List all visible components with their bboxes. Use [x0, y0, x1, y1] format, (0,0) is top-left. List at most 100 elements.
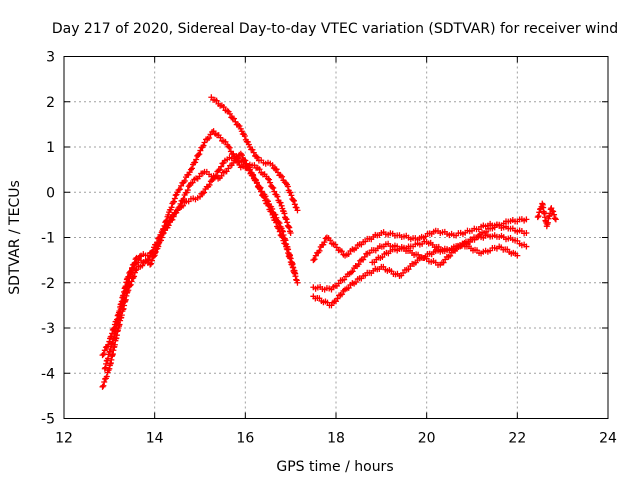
x-tick-label: 16	[236, 431, 254, 447]
data-point-trail	[321, 239, 328, 246]
data-point-trail	[311, 256, 318, 263]
data-point	[552, 216, 559, 223]
data-point-trail	[265, 202, 272, 209]
data-point-trail	[271, 188, 278, 195]
data-point-trail	[189, 179, 196, 186]
y-tick-label: 1	[46, 140, 55, 156]
data-point	[265, 175, 271, 182]
data-point-trail	[286, 224, 293, 231]
data-point	[151, 250, 158, 257]
data-point-trail	[256, 166, 263, 173]
data-point-trail	[195, 151, 202, 158]
data-point-trail	[145, 256, 152, 263]
data-point-trail	[231, 115, 237, 122]
data-point-trail	[188, 165, 195, 172]
data-point-trail	[447, 252, 454, 259]
data-point-trail	[155, 240, 162, 247]
data-point-trail	[440, 259, 447, 266]
data-point	[278, 202, 285, 209]
data-point-trail	[163, 218, 169, 225]
data-point-trail	[135, 256, 142, 263]
y-axis-label: SDTVAR / TECUs	[7, 180, 23, 295]
data-point-trail	[206, 134, 213, 141]
data-point-trail	[176, 204, 183, 211]
data-point-trail	[345, 250, 352, 257]
data-point	[310, 257, 317, 264]
data-point-trail	[285, 223, 292, 230]
data-point	[294, 279, 301, 286]
data-point-trail	[352, 279, 359, 286]
data-point-trail	[287, 255, 294, 262]
data-point-trail	[103, 373, 110, 380]
data-point-trail	[131, 273, 138, 280]
data-point-trail	[270, 184, 277, 191]
data-point	[548, 205, 555, 212]
data-point-trail	[130, 264, 137, 271]
data-point-trail	[175, 187, 182, 194]
data-point-trail	[279, 173, 286, 180]
data-point	[165, 211, 172, 218]
x-tick-label: 12	[55, 431, 73, 447]
data-point-trail	[184, 187, 191, 194]
data-point-trail	[285, 250, 292, 257]
data-point-trail	[268, 208, 275, 215]
data-point-trail	[290, 197, 297, 204]
data-point-trail	[154, 241, 161, 248]
data-point-trail	[148, 257, 155, 264]
data-point-trail	[284, 183, 291, 190]
data-point-trail	[291, 201, 298, 208]
y-tick-label: 2	[46, 95, 55, 111]
data-point-trail	[290, 196, 297, 203]
data-point-trail	[171, 198, 178, 205]
data-point-trail	[169, 216, 176, 223]
data-point-trail	[284, 246, 291, 253]
data-point-trail	[345, 284, 352, 291]
data-point-trail	[185, 183, 192, 190]
data-point-trail	[405, 266, 412, 273]
data-point	[287, 229, 294, 236]
data-point-trail	[262, 197, 269, 204]
data-point-trail	[361, 253, 368, 260]
data-point	[534, 214, 541, 221]
data-point-trail	[153, 246, 160, 253]
data-point-trail	[279, 233, 286, 240]
data-point-trail	[379, 254, 386, 261]
grid	[64, 56, 608, 419]
data-point-trail	[148, 260, 155, 267]
data-point-trail	[181, 177, 188, 184]
data-point-trail	[134, 259, 141, 266]
data-point-trail	[150, 253, 157, 260]
data-point-trail	[218, 163, 225, 170]
data-point-trail	[235, 159, 242, 166]
data-point-trail	[287, 189, 294, 196]
data-point-trail	[277, 199, 284, 206]
y-tick-label: -2	[41, 276, 55, 292]
data-point	[99, 383, 106, 390]
data-point-trail	[226, 144, 233, 151]
y-tick-label: 3	[46, 50, 55, 66]
data-point	[269, 211, 276, 218]
data-point	[523, 229, 530, 236]
data-point-trail	[293, 276, 300, 283]
data-point-trail	[243, 160, 250, 167]
y-tick-label: -1	[41, 231, 55, 247]
y-tick-label: -3	[41, 321, 55, 337]
data-point-trail	[197, 147, 204, 154]
x-tick-label: 18	[327, 431, 345, 447]
data-point-trail	[273, 219, 280, 226]
data-point-trail	[231, 153, 238, 160]
data-point	[255, 184, 262, 191]
x-tick-label: 14	[146, 431, 164, 447]
data-point-trail	[254, 154, 261, 161]
data-point-trail	[250, 149, 257, 156]
data-point-trail	[218, 172, 225, 179]
data-point-trail	[170, 213, 177, 220]
x-tick-label: 24	[599, 431, 617, 447]
data-point-trail	[152, 249, 159, 256]
x-tick-label: 20	[418, 431, 436, 447]
x-tick-label: 22	[508, 431, 526, 447]
data-point-trail	[136, 253, 143, 260]
data-point	[523, 216, 530, 223]
data-point-trail	[258, 188, 265, 195]
data-point-trail	[225, 143, 232, 150]
